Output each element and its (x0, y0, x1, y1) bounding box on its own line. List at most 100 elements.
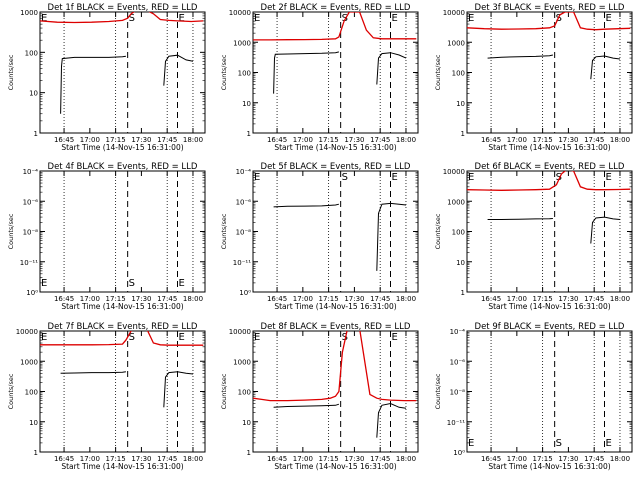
event-marker-e: E (468, 172, 474, 183)
plot-frame (466, 330, 633, 453)
x-tick-label: 17:00 (507, 455, 527, 463)
x-tick-label: 18:00 (183, 455, 203, 463)
x-tick-label: 16:45 (481, 455, 501, 463)
series-events-line (487, 216, 621, 244)
event-marker-e: E (41, 13, 47, 24)
x-tick-label: 17:00 (80, 295, 100, 303)
x-tick-label: 17:30 (558, 295, 578, 303)
chart-title: Det 1f BLACK = Events, RED = LLD (48, 3, 198, 13)
x-tick-label: 17:45 (370, 136, 390, 144)
chart-title: Det 2f BLACK = Events, RED = LLD (261, 3, 411, 13)
y-tick-label: 100 (238, 70, 251, 78)
plot-frame (252, 11, 419, 134)
x-tick-label: 16:45 (481, 136, 501, 144)
x-tick-label: 17:30 (344, 295, 364, 303)
plot-frame (39, 170, 206, 293)
x-tick-label: 18:00 (396, 295, 416, 303)
x-tick-label: 17:30 (131, 295, 151, 303)
x-axis-label: Start Time (14-Nov-15 16:31:00) (488, 143, 610, 152)
event-marker-e: E (41, 332, 47, 343)
x-tick-label: 17:00 (293, 295, 313, 303)
x-tick-label: 16:45 (267, 455, 287, 463)
event-marker-e: E (606, 13, 612, 24)
y-tick-label: 10⁻⁶ (236, 198, 252, 206)
y-tick-label: 1 (461, 289, 465, 297)
y-tick-label: 1000 (447, 198, 465, 206)
series-lld-line (40, 331, 204, 346)
x-tick-label: 16:45 (54, 455, 74, 463)
event-marker-s: S (342, 13, 348, 24)
event-marker-s: S (556, 172, 562, 183)
y-tick-label: 10000 (16, 328, 38, 336)
x-tick-label: 17:00 (293, 455, 313, 463)
y-tick-label: 1000 (447, 39, 465, 47)
y-tick-label: 1000 (20, 9, 38, 17)
x-axis-label: Start Time (14-Nov-15 16:31:00) (61, 143, 183, 152)
chart-title: Det 8f BLACK = Events, RED = LLD (261, 322, 411, 332)
event-marker-s: S (342, 332, 348, 343)
y-axis-label: Counts/sec (220, 213, 228, 249)
chart-title: Det 7f BLACK = Events, RED = LLD (48, 322, 198, 332)
chart-title: Det 4f BLACK = Events, RED = LLD (48, 162, 198, 172)
chart-panel-3: Det 3f BLACK = Events, RED = LLD 1 10 100 10… (434, 3, 633, 152)
y-tick-label: 1000 (233, 358, 251, 366)
series-events-line (273, 51, 407, 94)
y-tick-label: 1 (247, 449, 251, 457)
chart-panel-8: Det 8f BLACK = Events, RED = LLD 1 10 100 10… (220, 322, 419, 471)
y-tick-label: 10000 (443, 168, 465, 176)
y-tick-label: 10 (242, 100, 251, 108)
y-axis-label: Counts/sec (7, 213, 15, 249)
chart-title: Det 5f BLACK = Events, RED = LLD (261, 162, 411, 172)
x-tick-label: 17:45 (584, 295, 604, 303)
y-tick-label: 10⁻¹¹ (20, 259, 38, 267)
y-tick-label: 10 (456, 259, 465, 267)
event-marker-s: S (556, 13, 562, 24)
plot-frame (39, 330, 206, 453)
series-events-line (273, 402, 407, 438)
y-axis-label: Counts/sec (220, 54, 228, 90)
x-axis-label: Start Time (14-Nov-15 16:31:00) (61, 302, 183, 311)
chart-panel-2: Det 2f BLACK = Events, RED = LLD 1 10 100 10… (220, 3, 419, 152)
x-tick-label: 17:15 (533, 455, 553, 463)
y-tick-label: 10⁻⁶ (450, 358, 466, 366)
x-tick-label: 17:00 (80, 455, 100, 463)
x-tick-label: 16:45 (267, 295, 287, 303)
x-tick-label: 17:45 (370, 455, 390, 463)
y-tick-label: 10⁻⁴ (236, 168, 252, 176)
series-lld-line (40, 12, 204, 24)
x-tick-label: 17:45 (157, 136, 177, 144)
y-tick-label: 10000 (443, 9, 465, 17)
y-tick-label: 10 (29, 419, 38, 427)
y-tick-label: 1000 (20, 358, 38, 366)
y-tick-label: 100 (452, 70, 465, 78)
x-tick-label: 17:00 (507, 136, 527, 144)
series-lld-line (253, 12, 417, 41)
chart-panel-7: Det 7f BLACK = Events, RED = LLD 1 10 100 10… (7, 322, 206, 471)
y-tick-label: 100 (452, 229, 465, 237)
y-tick-label: 10 (242, 419, 251, 427)
x-tick-label: 17:45 (370, 295, 390, 303)
x-tick-label: 16:45 (267, 136, 287, 144)
series-lld-line (467, 12, 631, 31)
plot-frame (466, 11, 633, 134)
plot-frame (252, 170, 419, 293)
y-axis-label: Counts/sec (434, 213, 442, 249)
y-tick-label: 10⁻⁴ (23, 168, 39, 176)
x-tick-label: 18:00 (183, 136, 203, 144)
x-tick-label: 18:00 (610, 455, 630, 463)
x-tick-label: 16:45 (54, 295, 74, 303)
x-tick-label: 17:15 (319, 295, 339, 303)
y-tick-label: 10⁻⁴ (450, 328, 466, 336)
y-tick-label: 10⁻⁶ (23, 198, 39, 206)
series-events-line (60, 371, 194, 408)
x-tick-label: 17:45 (584, 136, 604, 144)
x-tick-label: 17:45 (157, 295, 177, 303)
x-tick-label: 17:15 (106, 136, 126, 144)
chart-panel-6: Det 6f BLACK = Events, RED = LLD 1 10 100 10… (434, 162, 633, 311)
y-axis-label: Counts/sec (434, 373, 442, 409)
y-tick-label: 10⁻⁸ (23, 229, 39, 237)
chart-panel-4: Det 4f BLACK = Events, RED = LLD 10⁰ 10⁻¹¹… (7, 162, 206, 311)
chart-panel-9: Det 9f BLACK = Events, RED = LLD 10⁰ 10⁻¹¹… (434, 322, 633, 471)
y-tick-label: 1000 (233, 39, 251, 47)
